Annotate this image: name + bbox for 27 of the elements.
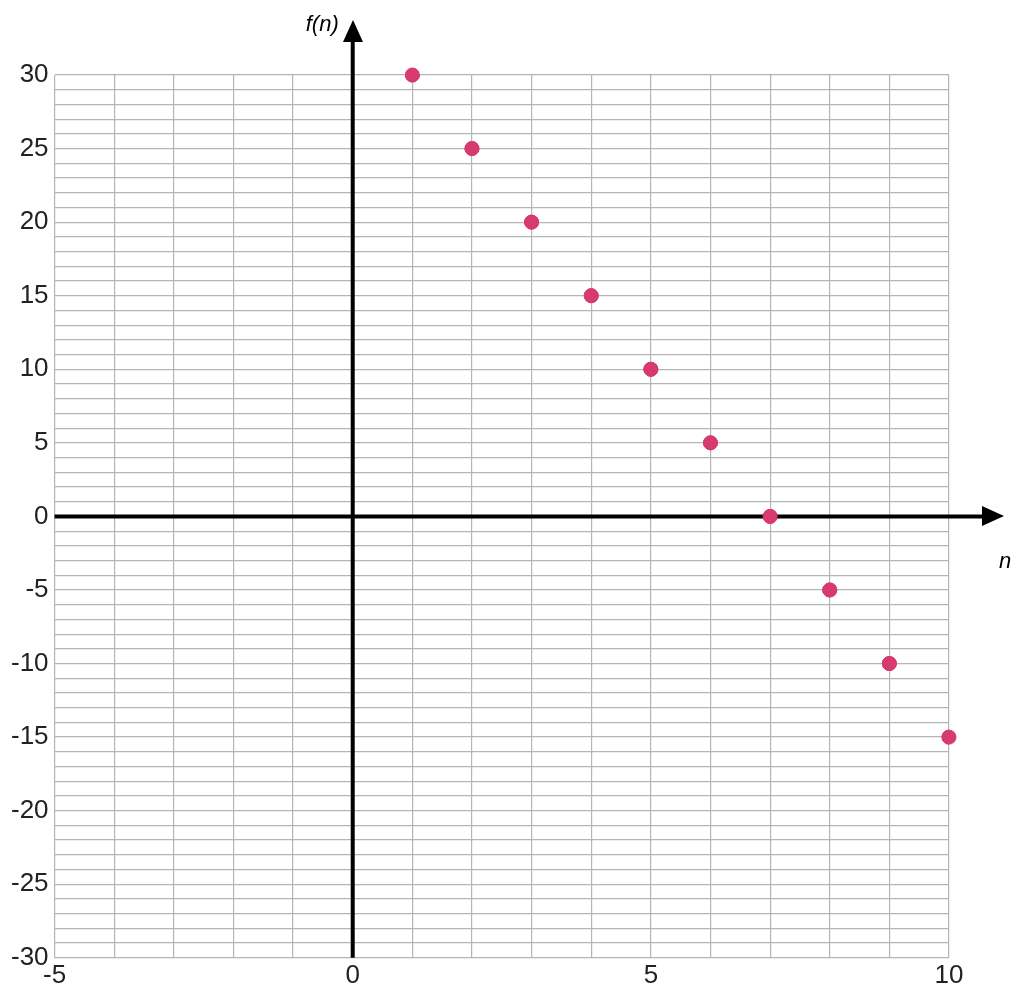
y-tick-label: -20 xyxy=(11,793,49,824)
y-tick-label: 0 xyxy=(34,499,49,530)
point xyxy=(643,361,659,377)
point xyxy=(583,288,599,304)
y-tick-label: 5 xyxy=(34,426,49,457)
y-tick-label: 30 xyxy=(19,58,49,89)
y-tick-label: -5 xyxy=(25,573,49,604)
point xyxy=(941,729,957,745)
point xyxy=(702,435,718,451)
y-tick-label: 25 xyxy=(19,131,49,162)
x-tick-label: 0 xyxy=(345,958,360,989)
y-tick-label: 15 xyxy=(19,278,49,309)
x-tick-label: 10 xyxy=(934,958,964,989)
point xyxy=(822,582,838,598)
point xyxy=(524,214,540,230)
point xyxy=(881,656,897,672)
point xyxy=(464,141,480,157)
y-tick-label: 10 xyxy=(19,352,49,383)
point xyxy=(404,67,420,83)
x-axis-title: n xyxy=(999,547,1012,573)
y-tick-label: -10 xyxy=(11,646,49,677)
y-tick-label: -15 xyxy=(11,720,49,751)
y-tick-label: -25 xyxy=(11,867,49,898)
y-tick-label: 20 xyxy=(19,205,49,236)
y-axis-title: f(n) xyxy=(305,11,339,37)
point xyxy=(762,508,778,524)
x-tick-label: 5 xyxy=(643,958,659,989)
